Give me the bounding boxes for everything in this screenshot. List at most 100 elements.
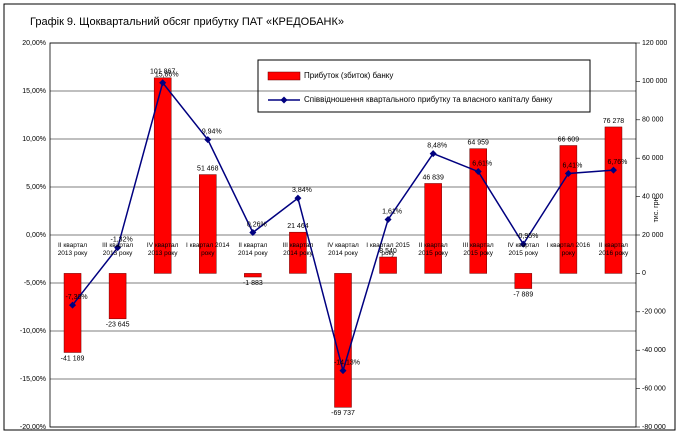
x-tick-label-box: I квартал 2014 року (186, 242, 230, 257)
x-tick-label-box: III квартал 2014 року (282, 242, 314, 257)
x-tick-label: III квартал 2014 року (282, 242, 314, 257)
line-marker (204, 136, 212, 144)
x-tick-label-box: II квартал 2013 року (57, 242, 88, 257)
x-tick-label-box: III квартал 2013 року (102, 242, 134, 257)
y2-tick-label: -60 000 (642, 385, 666, 392)
bar (379, 256, 397, 274)
bar-value-label: -1 883 (243, 280, 263, 287)
line-value-label: 15,86% (155, 72, 179, 79)
x-tick-label-box: I квартал 2016 року (546, 242, 591, 257)
x-tick-label-box: II квартал 2014 року (238, 242, 268, 257)
y2-tick-label: -40 000 (642, 347, 666, 354)
x-tick-label-box: IV квартал 2014 року (327, 242, 359, 257)
bar-value-label: 8 540 (379, 248, 397, 255)
y2-tick-label: 120 000 (642, 40, 667, 47)
legend-swatch (267, 71, 301, 81)
bar-value-label: -41 189 (61, 355, 85, 362)
bar (108, 273, 127, 320)
line-value-label: -1,32% (111, 237, 133, 244)
line-marker (114, 244, 122, 252)
x-tick-label: IV квартал 2015 року (507, 242, 540, 257)
x-tick-label: I квартал 2014 року (186, 242, 230, 257)
line-marker (69, 301, 77, 309)
line-marker (429, 150, 437, 158)
line-marker (609, 166, 617, 174)
x-tick-label-box: III квартал 2015 року (462, 242, 494, 257)
line-value-label: -14,13% (334, 359, 360, 366)
legend-label: Прибуток (збиток) банку (304, 71, 393, 80)
x-tick-label: III квартал 2015 року (462, 242, 494, 257)
line-value-label: -0,95% (516, 233, 538, 240)
bar (63, 273, 82, 353)
x-tick-label: II квартал 2014 року (238, 242, 268, 257)
y-tick-label: -5,00% (24, 280, 46, 287)
y2-tick-label: -80 000 (642, 424, 666, 431)
line-value-label: 6,41% (562, 162, 582, 169)
line-marker (159, 79, 167, 87)
bar (153, 77, 172, 274)
bar (604, 126, 623, 274)
chart-title: Графік 9. Щоквартальний обсяг прибутку П… (30, 16, 344, 28)
bar (289, 231, 307, 274)
bar-value-label: -23 645 (106, 322, 130, 329)
bar-value-label: 76 278 (603, 118, 625, 125)
line-marker (519, 240, 527, 248)
y2-tick-label: 100 000 (642, 78, 667, 85)
x-tick-label: IV квартал 2013 року (146, 242, 179, 257)
x-tick-label: III квартал 2013 року (102, 242, 134, 257)
x-tick-label: I квартал 2016 року (546, 242, 591, 257)
legend-marker (280, 96, 288, 104)
x-tick-label: I квартал 2015 року (366, 242, 410, 257)
x-tick-label-box: I квартал 2015 року (366, 242, 410, 257)
x-tick-label-box: II квартал 2016 року (599, 242, 629, 257)
bar-value-label: 64 959 (468, 140, 490, 147)
y-tick-label: 0,00% (26, 232, 46, 239)
y-tick-label: 20,00% (22, 40, 46, 47)
x-tick-label: II квартал 2015 року (418, 242, 448, 257)
y2-tick-label: -20 000 (642, 309, 666, 316)
plot-area (49, 42, 637, 428)
y2-axis-label: тис. грн (653, 197, 660, 222)
line-marker (564, 169, 572, 177)
y2-tick-label: 20 000 (642, 232, 664, 239)
bar-value-label: 21 464 (287, 223, 309, 230)
y-tick-label: -10,00% (20, 328, 46, 335)
bar (469, 148, 487, 274)
bar-value-label: -7 889 (513, 291, 533, 298)
bar-value-label: 101 867 (150, 69, 175, 76)
line-marker (294, 194, 302, 202)
line-value-label: 1,61% (382, 208, 402, 215)
bar (334, 273, 352, 408)
line-marker (384, 216, 392, 224)
bar-value-label: 46 839 (422, 174, 444, 181)
y-tick-label: -15,00% (20, 376, 46, 383)
line-value-label: 6,76% (608, 159, 628, 166)
bar-value-label: 66 609 (558, 136, 580, 143)
line-marker (474, 168, 482, 176)
y2-tick-label: 80 000 (642, 117, 664, 124)
y-tick-label: 5,00% (26, 184, 46, 191)
legend-label: Співвідношення квартального прибутку та … (304, 95, 552, 104)
line-marker (339, 367, 347, 375)
x-tick-label: IV квартал 2014 року (327, 242, 359, 257)
line-value-label: 9,94% (202, 128, 222, 135)
line-value-label: 0,26% (247, 221, 267, 228)
y2-tick-label: 60 000 (642, 155, 664, 162)
bar (514, 273, 533, 289)
x-tick-label-box: IV квартал 2015 року (507, 242, 540, 257)
bar-value-label: 51 468 (197, 165, 219, 172)
y-tick-label: 15,00% (22, 88, 46, 95)
y-tick-label: 10,00% (22, 136, 46, 143)
line-value-label: -7,30% (65, 294, 87, 301)
y2-tick-label: 40 000 (642, 193, 664, 200)
bar (244, 273, 262, 278)
bar (199, 174, 217, 274)
bar (424, 183, 442, 274)
x-tick-label: II квартал 2013 року (57, 242, 88, 257)
legend (257, 59, 591, 113)
y2-tick-label: 0 (642, 270, 646, 277)
bar-value-label: -69 737 (331, 410, 355, 417)
line-value-label: 3,84% (292, 187, 312, 194)
bar (559, 145, 578, 274)
